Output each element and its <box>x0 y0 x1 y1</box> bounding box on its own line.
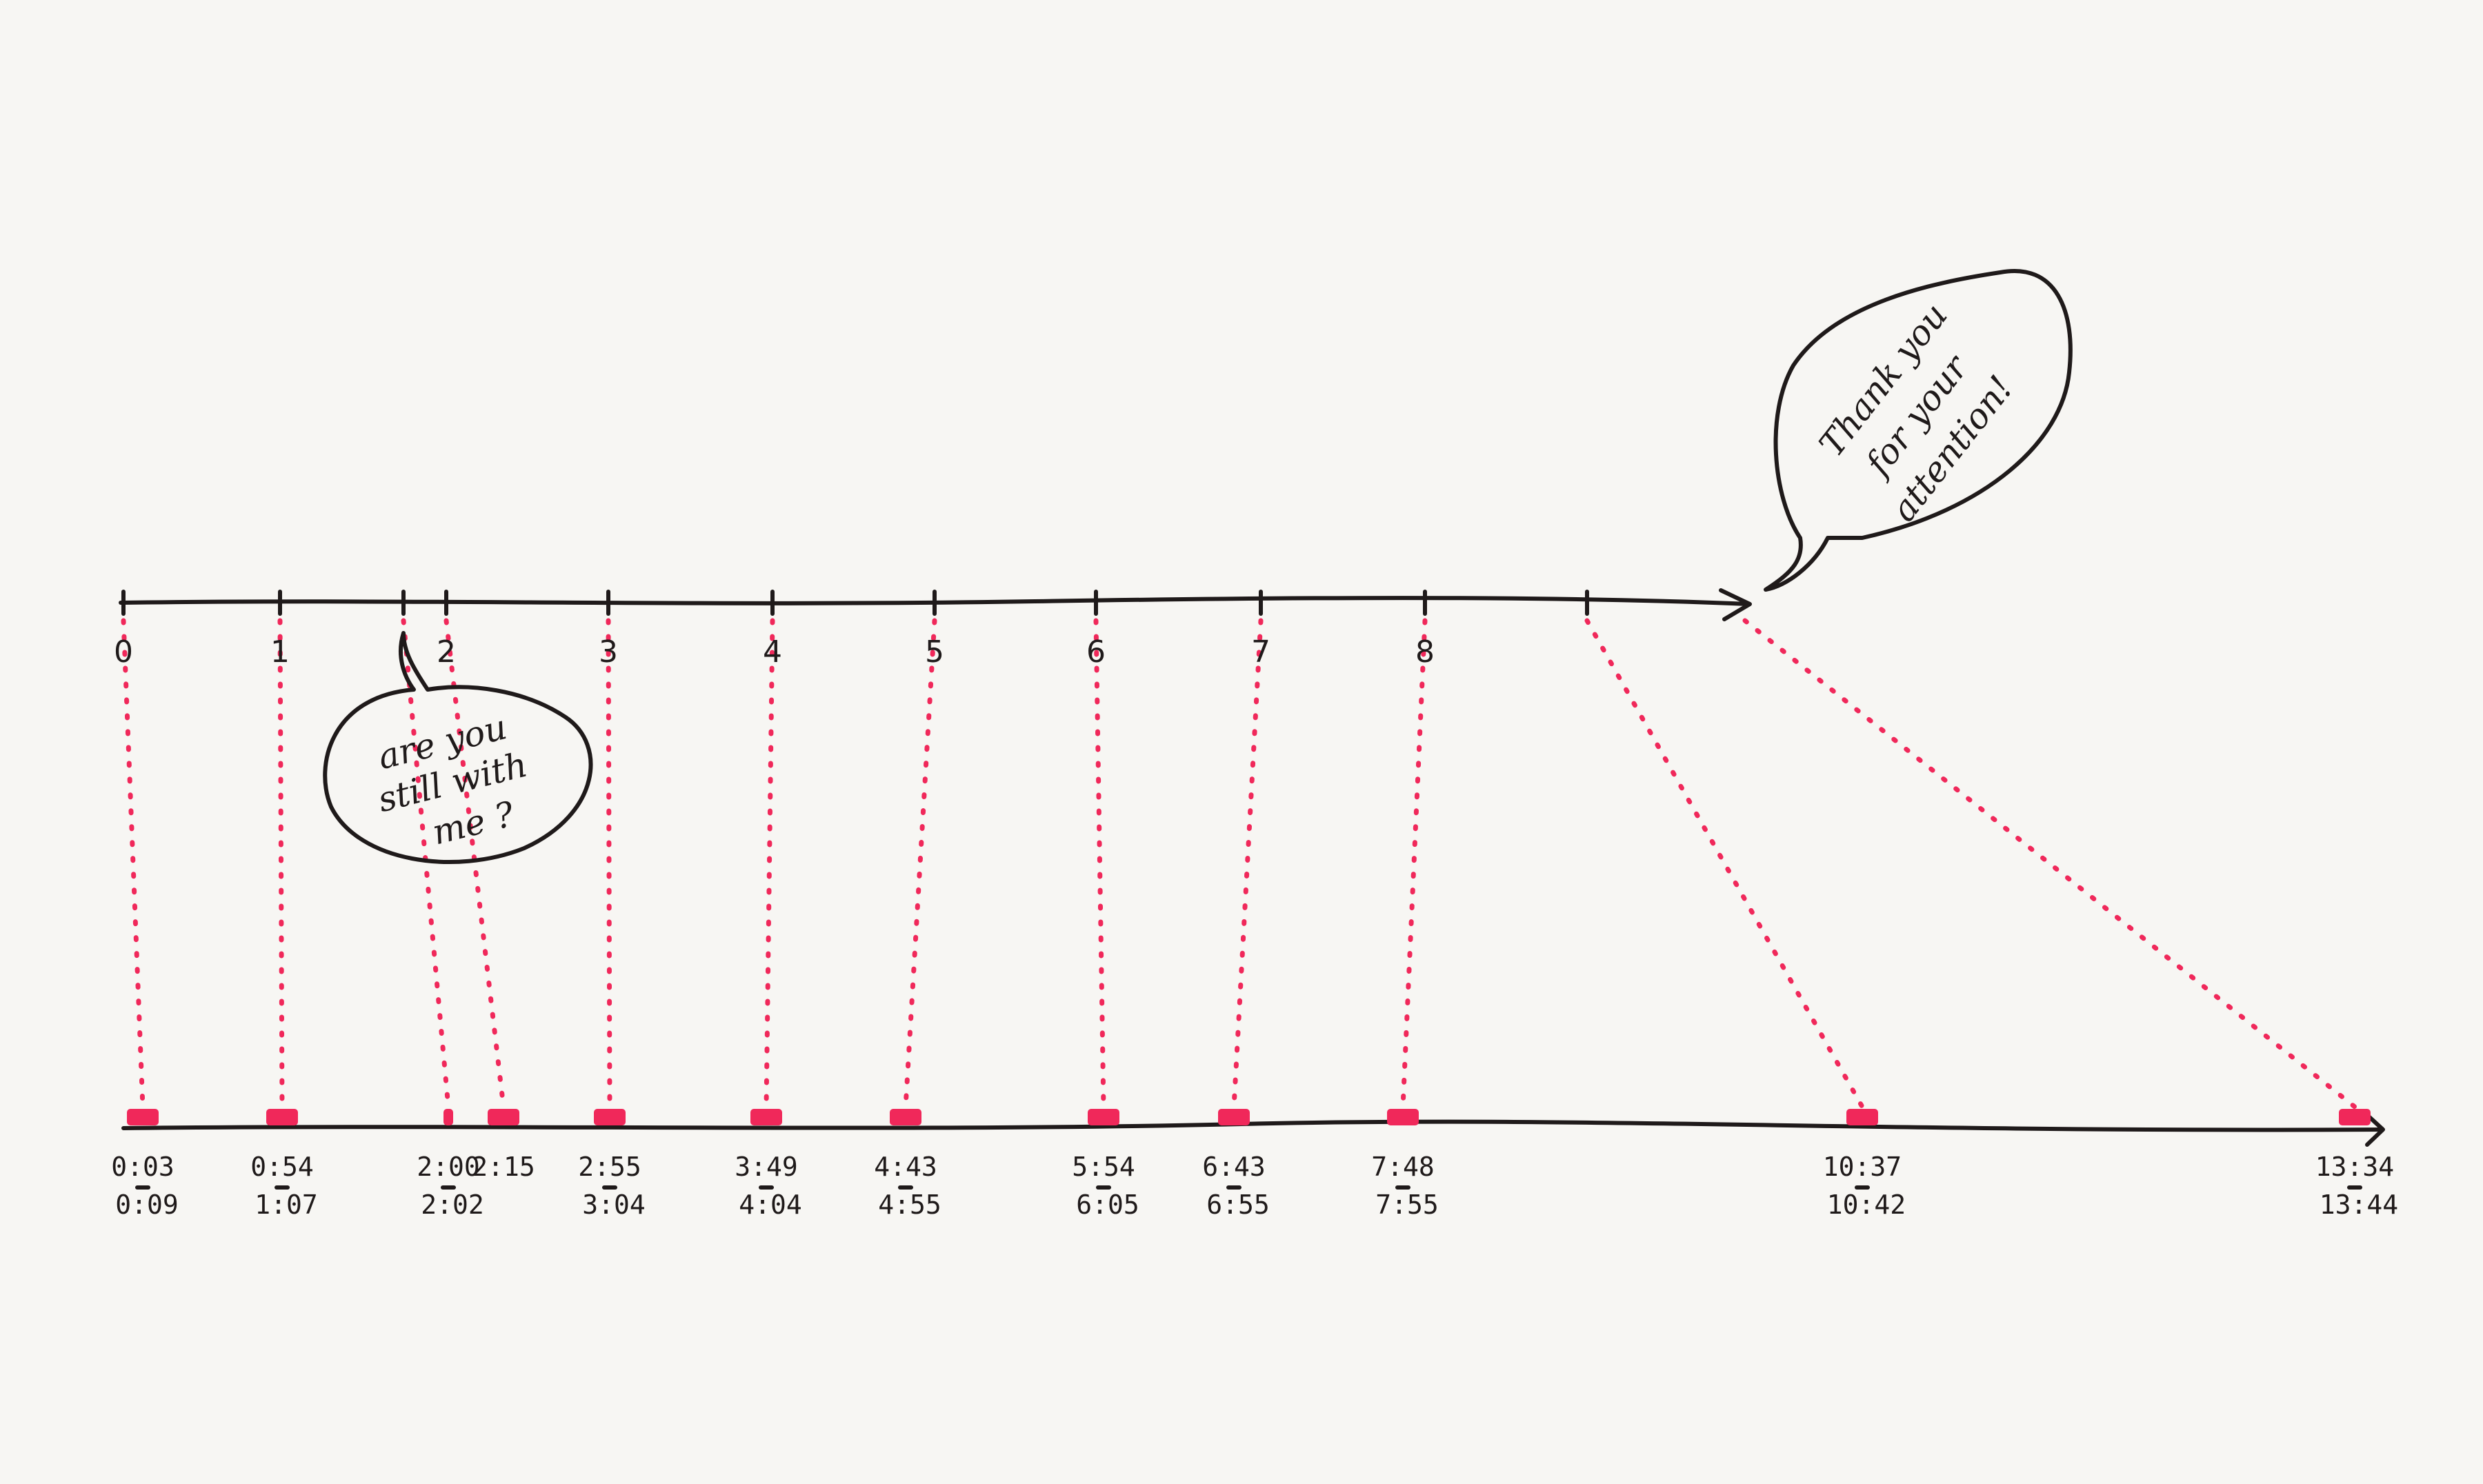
dotted-connector <box>1093 618 1106 1110</box>
dotted-connectors <box>121 618 2357 1110</box>
speech-bubble-thank-you: Thank you for your attention! <box>1764 269 2073 592</box>
time-marker <box>1846 1109 1878 1125</box>
dotted-connector <box>1400 618 1428 1110</box>
top-axis-tick-label: 4 <box>763 634 782 670</box>
bottom-axis-marks: 0:03 0:09 0:54 1:07 2:00 2:02 2:15 2:55 3:04 3:49… <box>111 1109 2398 1220</box>
time-marker <box>443 1109 453 1125</box>
top-axis-arrowhead <box>1719 588 1752 621</box>
mark-end-time: 13:44 <box>2320 1190 2398 1220</box>
mark-start-time: 2:00 <box>417 1152 480 1182</box>
time-marker <box>890 1109 921 1125</box>
mark-start-time: 10:37 <box>1823 1152 1902 1182</box>
dotted-connector <box>1584 618 1865 1110</box>
mark-end-time: 1:07 <box>255 1190 318 1220</box>
time-marker <box>1387 1109 1419 1125</box>
speech-bubble-still-with-me: are you still with me ? <box>323 631 593 864</box>
dotted-connector <box>277 618 285 1110</box>
mark-end-time: 4:55 <box>878 1190 941 1220</box>
time-marker <box>266 1109 298 1125</box>
mark-end-time: 4:04 <box>739 1190 802 1220</box>
mark-start-time: 13:34 <box>2315 1152 2394 1182</box>
mark-start-time: 2:55 <box>578 1152 641 1182</box>
dotted-connector <box>764 618 775 1110</box>
dotted-connector <box>1742 618 2357 1110</box>
mark-end-time: 10:42 <box>1827 1190 1906 1220</box>
top-axis-tick-label: 2 <box>437 634 456 670</box>
top-axis-tick-label: 5 <box>925 634 944 670</box>
dotted-connector <box>121 618 146 1110</box>
time-marker <box>488 1109 519 1125</box>
mark-end-time: 0:09 <box>115 1190 179 1220</box>
dotted-connector <box>1231 618 1264 1110</box>
mark-end-time: 6:05 <box>1076 1190 1139 1220</box>
mark-end-time: 7:55 <box>1375 1190 1439 1220</box>
top-axis-tick-label: 3 <box>599 634 618 670</box>
top-axis-line <box>119 596 1751 606</box>
mark-start-time: 2:15 <box>472 1152 535 1182</box>
time-marker <box>127 1109 159 1125</box>
mark-start-time: 4:43 <box>874 1152 937 1182</box>
mark-start-time: 0:54 <box>250 1152 314 1182</box>
mark-end-time: 6:55 <box>1206 1190 1270 1220</box>
top-axis-tick-label: 1 <box>270 634 290 670</box>
bottom-axis-line <box>121 1119 2383 1132</box>
mark-start-time: 6:43 <box>1202 1152 1266 1182</box>
mark-end-time: 3:04 <box>582 1190 646 1220</box>
bottom-axis-arrowhead <box>2364 1112 2385 1147</box>
mark-start-time: 7:48 <box>1371 1152 1435 1182</box>
dotted-connector <box>903 618 937 1110</box>
top-axis-tick-label: 0 <box>114 634 133 670</box>
dotted-connector <box>606 618 612 1110</box>
time-marker <box>2339 1109 2371 1125</box>
dotted-connector <box>443 618 506 1110</box>
mark-start-time: 0:03 <box>111 1152 174 1182</box>
time-marker <box>750 1109 782 1125</box>
mark-end-time: 2:02 <box>421 1190 484 1220</box>
dotted-connector <box>401 618 451 1110</box>
mark-start-time: 3:49 <box>735 1152 798 1182</box>
top-axis-tick-label: 8 <box>1415 634 1435 670</box>
top-axis-tick-label: 7 <box>1251 634 1270 670</box>
mark-start-time: 5:54 <box>1072 1152 1135 1182</box>
top-axis-tick-label: 6 <box>1086 634 1106 670</box>
time-marker <box>594 1109 626 1125</box>
time-marker <box>1218 1109 1250 1125</box>
time-marker <box>1088 1109 1119 1125</box>
top-axis-ticks: 0 1 2 3 4 5 6 7 8 <box>114 590 1589 670</box>
